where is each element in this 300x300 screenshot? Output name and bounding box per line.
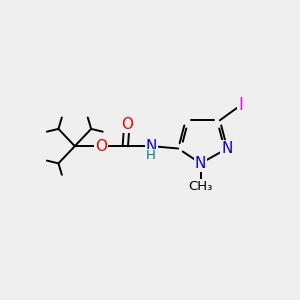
Text: I: I — [239, 96, 244, 114]
Text: CH₃: CH₃ — [188, 180, 213, 193]
Text: N: N — [146, 139, 157, 154]
Text: O: O — [121, 117, 133, 132]
Text: H: H — [146, 149, 156, 162]
Text: N: N — [222, 141, 233, 156]
Text: O: O — [95, 139, 107, 154]
Text: N: N — [195, 156, 206, 171]
